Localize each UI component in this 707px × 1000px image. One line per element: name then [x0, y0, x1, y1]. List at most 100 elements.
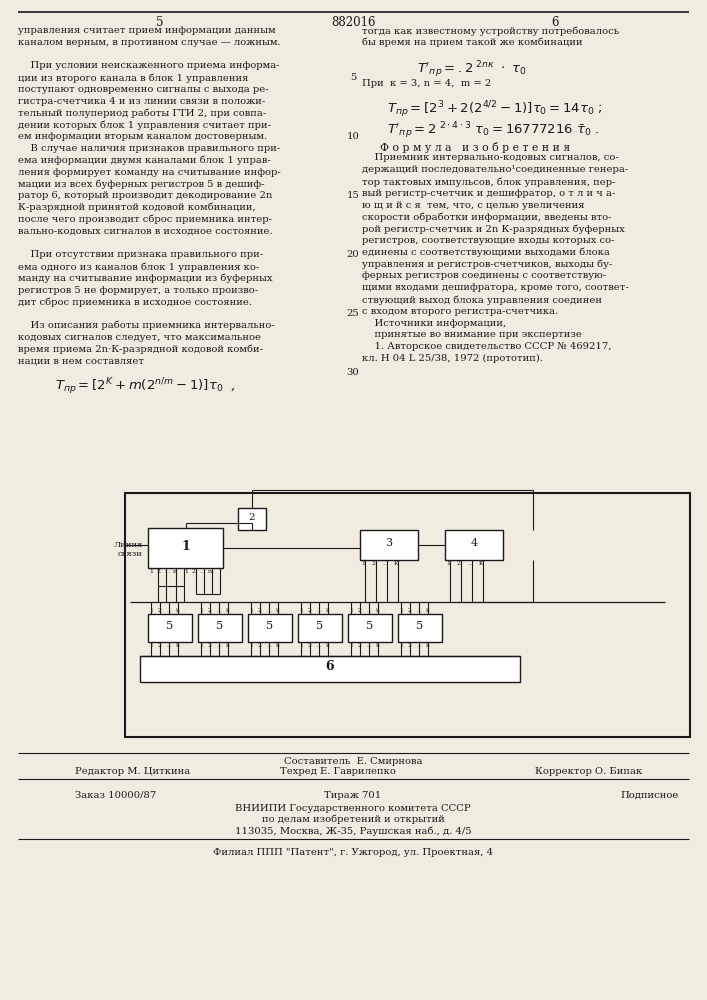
Text: 882016: 882016: [331, 16, 375, 29]
Text: 1: 1: [361, 561, 365, 566]
Text: 5: 5: [416, 621, 423, 631]
Text: ...: ...: [164, 569, 170, 574]
Text: 1. Авторское свидетельство СССР № 469217,: 1. Авторское свидетельство СССР № 469217…: [362, 342, 612, 351]
Text: ...: ...: [216, 643, 222, 648]
Text: тельный полупериод работы ГТИ 2, при совпа-: тельный полупериод работы ГТИ 2, при сов…: [18, 109, 267, 118]
Text: k: k: [226, 643, 230, 648]
Text: k: k: [276, 608, 280, 613]
Text: ...: ...: [216, 608, 222, 613]
Text: ...: ...: [166, 608, 172, 613]
Text: Приемник интервально-кодовых сигналов, со-: Приемник интервально-кодовых сигналов, с…: [362, 153, 619, 162]
Text: 1: 1: [149, 608, 153, 613]
Text: ...: ...: [316, 608, 322, 613]
Text: 1: 1: [299, 643, 303, 648]
Text: ем информации вторым каналом достоверным.: ем информации вторым каналом достоверным…: [18, 132, 267, 141]
Text: ВНИИПИ Государственного комитета СССР: ВНИИПИ Государственного комитета СССР: [235, 804, 471, 813]
Text: с входом второго регистра-счетчика.: с входом второго регистра-счетчика.: [362, 307, 558, 316]
Text: Ф о р м у л а   и з о б р е т е н и я: Ф о р м у л а и з о б р е т е н и я: [380, 142, 571, 153]
Text: ...: ...: [416, 608, 422, 613]
Text: ...: ...: [266, 608, 272, 613]
Text: ления формирует команду на считывание инфор-: ления формирует команду на считывание ин…: [18, 168, 281, 177]
Text: 10: 10: [346, 132, 359, 141]
Bar: [140, 656, 520, 682]
Text: 2: 2: [358, 608, 362, 613]
Text: k: k: [326, 643, 330, 648]
Text: 2: 2: [258, 608, 262, 613]
Text: k: k: [176, 643, 180, 648]
Text: каналом верным, в противном случае — ложным.: каналом верным, в противном случае — лож…: [18, 38, 281, 47]
Text: скорости обработки информации, введены вто-: скорости обработки информации, введены в…: [362, 212, 612, 222]
Text: тогда как известному устройству потребовалось: тогда как известному устройству потребов…: [362, 26, 619, 35]
Text: 1: 1: [299, 608, 303, 613]
Text: 1: 1: [446, 561, 450, 566]
Text: 1: 1: [181, 540, 190, 552]
Text: 1: 1: [184, 569, 188, 574]
Text: k: k: [176, 608, 180, 613]
Text: Редактор М. Циткина: Редактор М. Циткина: [75, 767, 190, 776]
Text: кодовых сигналов следует, что максимальное: кодовых сигналов следует, что максимальн…: [18, 333, 261, 342]
Text: ...: ...: [416, 643, 422, 648]
Text: 5: 5: [317, 621, 324, 631]
Text: ема информации двумя каналами блок 1 управ-: ема информации двумя каналами блок 1 упр…: [18, 156, 271, 165]
Text: вально-кодовых сигналов в исходное состояние.: вально-кодовых сигналов в исходное состо…: [18, 227, 273, 236]
Text: 1: 1: [149, 569, 153, 574]
Text: 2: 2: [408, 608, 412, 613]
Text: 2: 2: [158, 643, 162, 648]
Text: При  к = 3, n = 4,  m = 2: При к = 3, n = 4, m = 2: [362, 79, 491, 88]
Text: 1: 1: [399, 608, 403, 613]
Text: При условии неискаженного приема информа-: При условии неискаженного приема информа…: [18, 61, 280, 70]
Text: 2: 2: [358, 643, 362, 648]
Bar: [148, 614, 192, 642]
Text: 2: 2: [258, 643, 262, 648]
Text: k: k: [276, 643, 280, 648]
Text: ема одного из каналов блок 1 управления ко-: ема одного из каналов блок 1 управления …: [18, 262, 259, 271]
Text: k: k: [426, 643, 430, 648]
Bar: [398, 614, 442, 642]
Text: Техред Е. Гаврилепко: Техред Е. Гаврилепко: [280, 767, 396, 776]
Text: В случае наличия признаков правильного при-: В случае наличия признаков правильного п…: [18, 144, 280, 153]
Text: Источники информации,: Источники информации,: [362, 319, 506, 328]
Text: 2: 2: [208, 608, 212, 613]
Text: гистра-счетчика 4 и из линии связи в положи-: гистра-счетчика 4 и из линии связи в пол…: [18, 97, 265, 106]
Text: кл. Н 04 L 25/38, 1972 (прототип).: кл. Н 04 L 25/38, 1972 (прототип).: [362, 354, 543, 363]
Text: мации из всех буферных регистров 5 в дешиф-: мации из всех буферных регистров 5 в деш…: [18, 179, 264, 189]
Text: ции из второго канала в блок 1 управления: ции из второго канала в блок 1 управлени…: [18, 73, 248, 83]
Text: 5: 5: [166, 621, 173, 631]
Text: 1: 1: [149, 643, 153, 648]
Text: принятые во внимание при экспертизе: принятые во внимание при экспертизе: [362, 330, 582, 339]
Text: K: K: [394, 561, 398, 566]
Text: тор тактовых импульсов, блок управления, пер-: тор тактовых импульсов, блок управления,…: [362, 177, 616, 187]
Text: К-разрядной принятой кодовой комбинации,: К-разрядной принятой кодовой комбинации,: [18, 203, 256, 213]
Text: 5: 5: [267, 621, 274, 631]
Text: $T'_{пр} = .2^{\ 2n\kappa}\ \cdot\ \tau_0$: $T'_{пр} = .2^{\ 2n\kappa}\ \cdot\ \tau_…: [417, 60, 527, 80]
Text: единены с соответствующими выходами блока: единены с соответствующими выходами блок…: [362, 248, 610, 257]
Text: регистров, соответствующие входы которых со-: регистров, соответствующие входы которых…: [362, 236, 614, 245]
Text: связи: связи: [118, 550, 143, 558]
Text: ...: ...: [266, 643, 272, 648]
Text: 2: 2: [308, 608, 312, 613]
Text: 15: 15: [346, 191, 359, 200]
Text: ...: ...: [316, 643, 322, 648]
Text: k: k: [426, 608, 430, 613]
Bar: [125, 493, 690, 737]
Text: Филиал ППП "Патент", г. Ужгород, ул. Проектная, 4: Филиал ППП "Патент", г. Ужгород, ул. Про…: [213, 848, 493, 857]
Text: 1: 1: [199, 643, 203, 648]
Text: поступают одновременно сигналы с выхода ре-: поступают одновременно сигналы с выхода …: [18, 85, 269, 94]
Text: по делам изобретений и открытий: по делам изобретений и открытий: [262, 815, 445, 824]
Bar: [198, 614, 242, 642]
Text: k: k: [376, 608, 380, 613]
Text: ...: ...: [366, 643, 372, 648]
Text: 2: 2: [158, 608, 162, 613]
Text: $T_{пр} = \left[2^3 + 2\left(2^{4/2}-1\right)\right]\tau_0 = 14\tau_0\ ;$: $T_{пр} = \left[2^3 + 2\left(2^{4/2}-1\r…: [387, 99, 603, 120]
Text: Составитель  Е. Смирнова: Составитель Е. Смирнова: [284, 757, 422, 766]
Text: 2: 2: [308, 643, 312, 648]
Text: управления считает прием информации данным: управления считает прием информации данн…: [18, 26, 276, 35]
Bar: [360, 530, 418, 560]
Text: 2: 2: [457, 561, 461, 566]
Text: манду на считывание информации из буферных: манду на считывание информации из буферн…: [18, 274, 272, 283]
Text: 30: 30: [346, 368, 359, 377]
Text: k: k: [226, 608, 230, 613]
Text: 1: 1: [349, 608, 353, 613]
Text: дении которых блок 1 управления считает при-: дении которых блок 1 управления считает …: [18, 120, 271, 130]
Text: 5: 5: [366, 621, 373, 631]
